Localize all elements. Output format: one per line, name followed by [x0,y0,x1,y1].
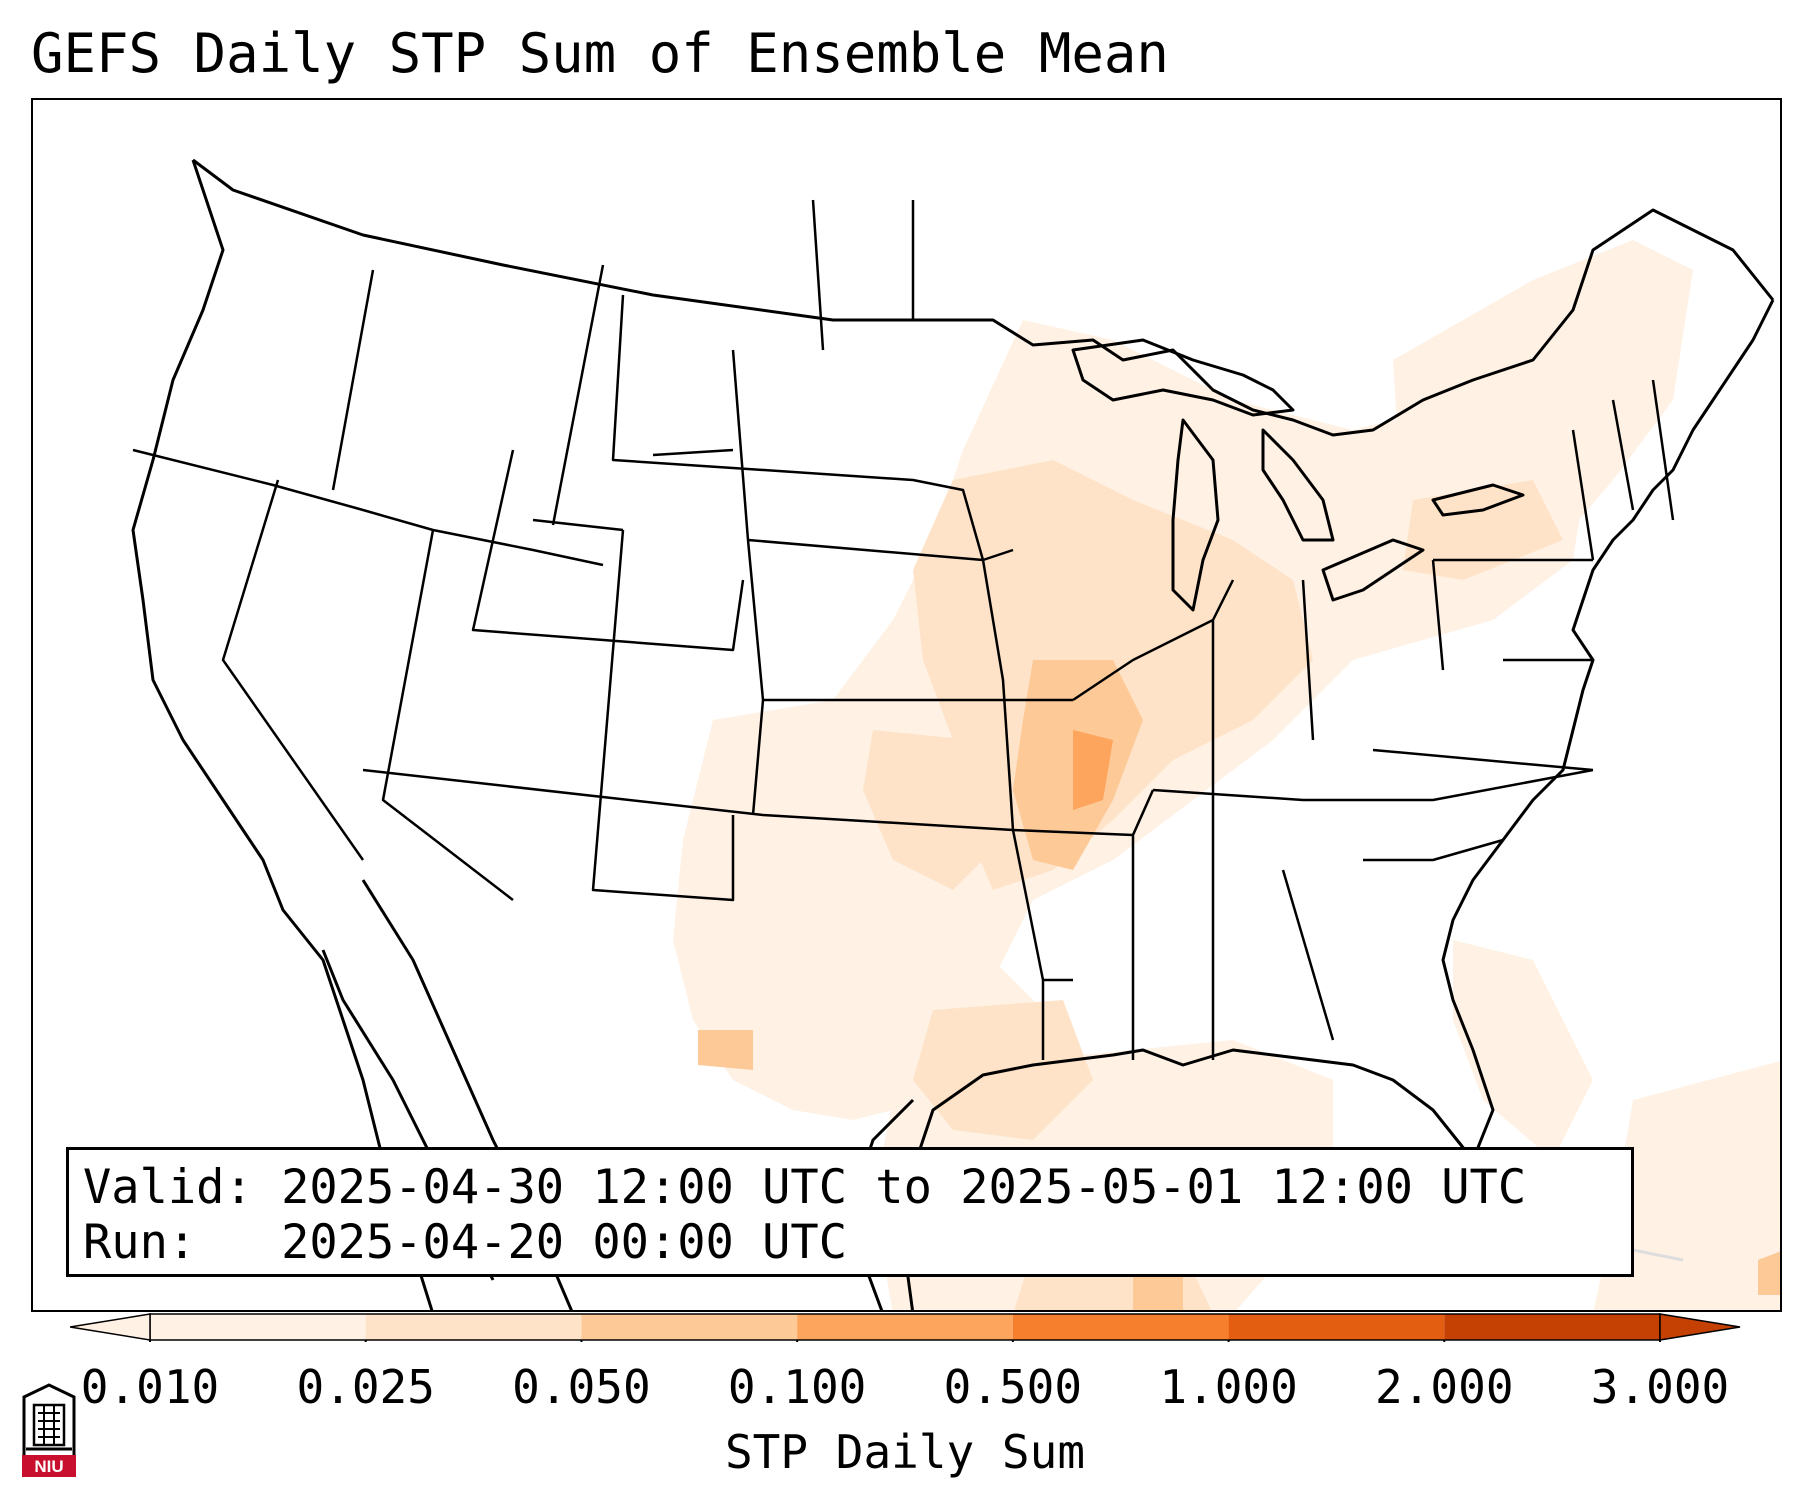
colorbar-segment [797,1314,1013,1340]
colorbar-segment [365,1314,582,1340]
colorbar-label: STP Daily Sum [724,1425,1086,1479]
colorbar-tick-label: 0.100 [727,1360,867,1414]
field-region-ok [863,730,1003,890]
borders [131,158,1775,1310]
run-time-line: Run: 2025-04-20 00:00 UTC [83,1215,848,1270]
colorbar-tick-label: 1.000 [1159,1360,1298,1414]
colorbar-segment [150,1314,366,1340]
map-title: GEFS Daily STP Sum of Ensemble Mean [31,22,1169,85]
coast-west [131,159,434,1310]
colorbar [70,1313,1741,1342]
colorbar-segment [1228,1314,1445,1340]
field-region-max2 [1073,730,1113,810]
colorbar-tick-label: 3.000 [1590,1360,1730,1414]
colorbar-extend-high [1659,1313,1741,1341]
field-region-east [1758,1251,1780,1295]
lake-ontario [1431,483,1525,517]
university-seal-icon: NIU [22,1383,76,1477]
field-region-tx [698,1030,753,1070]
colorbar-tick-label: 0.050 [512,1360,651,1414]
info-box: Valid: 2025-04-30 12:00 UTC to 2025-05-0… [66,1147,1634,1277]
colorbar-segment [1012,1314,1229,1340]
colorbar-segment [581,1314,798,1340]
map-frame [31,98,1782,1312]
colorbar-tick-label: 0.500 [943,1360,1083,1414]
lake-erie [1321,538,1425,602]
logo-text: NIU [34,1457,63,1476]
colorbar-tick-label: 0.010 [80,1360,220,1414]
colorbar-extend-low [70,1313,151,1341]
colorbar-tick-label: 2.000 [1375,1360,1514,1414]
valid-time-line: Valid: 2025-04-30 12:00 UTC to 2025-05-0… [83,1160,1527,1215]
state-borders [132,199,1675,1060]
stp-map [131,158,1780,1310]
border-canada [192,158,1775,437]
lake-michigan [1171,418,1220,612]
field-region-northeast [1393,240,1693,570]
lake-huron [1261,428,1335,542]
field-region-gulf-max [1133,1275,1183,1310]
colorbar-tick-label: 0.025 [296,1360,435,1414]
field-region-pa [1403,480,1563,580]
lake-superior [1071,338,1295,417]
coast-gulf [901,299,1775,1310]
field-region-atlantic [1453,940,1593,1160]
field-region-caribbean [1593,1061,1780,1310]
colorbar-segment [1444,1314,1660,1340]
